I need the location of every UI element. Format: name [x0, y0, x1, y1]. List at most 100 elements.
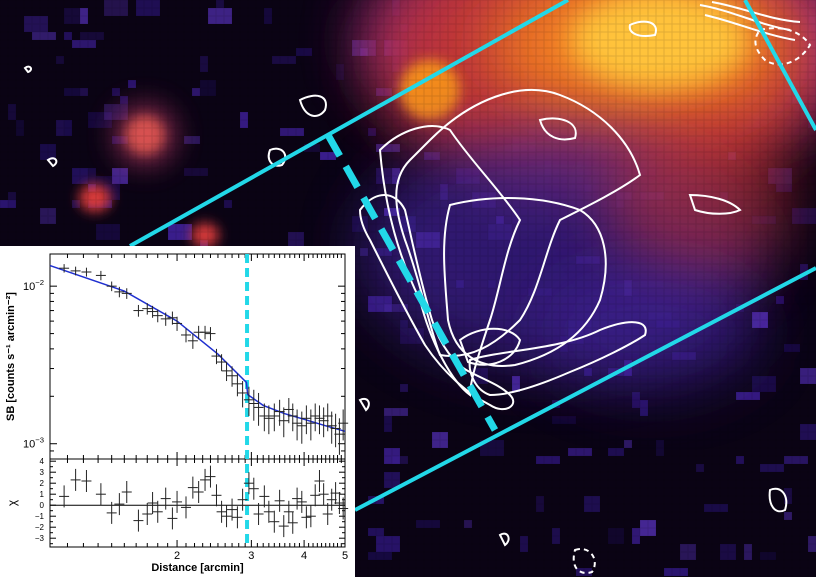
data-point — [292, 409, 303, 441]
data-point — [167, 311, 178, 325]
residual-point — [160, 487, 171, 510]
res-y-tick-label: 1 — [40, 490, 45, 499]
data-point — [253, 392, 264, 426]
res-y-tick-label: 0 — [40, 501, 45, 510]
res-y-tick-label: −3 — [35, 534, 45, 543]
residual-point — [305, 505, 316, 528]
data-point — [301, 405, 312, 435]
residual-point — [106, 501, 117, 524]
res-y-tick-label: 3 — [40, 468, 45, 477]
x-tick-label: 4 — [301, 550, 307, 562]
data-point — [70, 266, 81, 276]
data-point — [95, 270, 106, 281]
residual-point — [278, 515, 289, 538]
residual-point — [232, 506, 243, 529]
residual-point — [248, 477, 259, 500]
data-point — [200, 325, 211, 340]
residual-point — [167, 507, 178, 530]
radio-contours-dashed — [572, 27, 812, 574]
surface-brightness-chart: 10−2 10−3 4 3 2 1 0 −1 −2 −3 2 3 4 5 SB [counts s⁻¹ ar… — [5, 253, 349, 574]
y-tick-label: 10−3 — [23, 436, 44, 451]
residual-point — [296, 490, 307, 513]
x-tick-label: 3 — [248, 550, 254, 562]
residual-point — [114, 493, 125, 516]
y-tick-label: 10−2 — [23, 278, 44, 293]
data-point — [314, 405, 325, 435]
residual-point — [338, 497, 349, 520]
data-point — [121, 288, 132, 299]
residual-point — [314, 470, 325, 492]
residual-point — [269, 510, 280, 533]
y-axis-label: SB [counts s⁻¹ arcmin⁻²] — [5, 292, 17, 421]
data-point — [259, 403, 270, 432]
data-point — [133, 304, 144, 317]
data-point — [310, 403, 321, 432]
residual-point — [205, 465, 216, 488]
data-point — [305, 409, 316, 441]
data-point — [187, 333, 198, 349]
res-y-tick-label: −2 — [35, 523, 45, 532]
data-point — [59, 264, 70, 273]
data-point — [248, 389, 259, 421]
residual-point — [259, 485, 270, 508]
data-point — [205, 327, 216, 341]
residual-point — [180, 496, 191, 519]
residual-point — [142, 503, 153, 525]
data-point — [278, 407, 289, 438]
data-point — [287, 403, 298, 432]
data-point — [243, 386, 254, 416]
residual-point — [95, 483, 106, 506]
residual-point — [187, 476, 198, 499]
residual-point — [211, 484, 222, 507]
data-point — [216, 354, 227, 371]
residual-point — [70, 468, 81, 491]
residual-point — [200, 468, 211, 491]
residual-point — [263, 500, 274, 523]
residual-point — [59, 485, 70, 508]
data-point — [81, 267, 92, 277]
residual-point — [147, 492, 158, 514]
data-point — [147, 305, 158, 318]
data-point — [114, 286, 125, 298]
data-point — [322, 403, 333, 432]
data-point — [263, 405, 274, 435]
data-point — [326, 411, 337, 444]
x-tick-label: 5 — [342, 550, 348, 562]
data-point — [318, 407, 329, 438]
data-point — [283, 398, 294, 424]
residual-point — [133, 509, 144, 532]
residual-point — [237, 488, 248, 511]
res-y-tick-label: 2 — [40, 479, 45, 488]
residual-point — [326, 488, 337, 511]
main-panel-frame — [49, 253, 346, 460]
data-point — [160, 312, 171, 326]
residual-point — [172, 490, 183, 513]
residual-point — [292, 487, 303, 510]
residual-point — [310, 484, 321, 507]
data-point — [269, 403, 280, 432]
residual-point — [81, 470, 92, 492]
residual-point — [243, 472, 254, 495]
residual-point — [216, 500, 227, 523]
data-point — [232, 373, 243, 397]
residual-point — [287, 511, 298, 534]
profile-inset: 10−2 10−3 4 3 2 1 0 −1 −2 −3 2 3 4 5 SB [counts s⁻¹ ar… — [0, 246, 355, 577]
data-point — [152, 309, 163, 323]
data-point — [221, 362, 232, 382]
residual-point — [221, 505, 232, 528]
residual-point — [253, 503, 264, 525]
residual-point — [318, 483, 329, 506]
residual-axis-label: χ — [5, 499, 19, 506]
x-axis-label: Distance [arcmin] — [151, 562, 244, 574]
data-point — [180, 328, 191, 343]
residual-point — [152, 500, 163, 523]
data-point — [172, 316, 183, 331]
data-point — [237, 381, 248, 408]
x-tick-label: 2 — [174, 550, 180, 562]
residual-point — [121, 481, 132, 503]
data-point — [211, 348, 222, 365]
region-overlay — [129, 0, 816, 512]
residual-point — [322, 503, 333, 525]
data-point — [274, 399, 285, 426]
res-y-tick-label: 4 — [40, 457, 45, 466]
